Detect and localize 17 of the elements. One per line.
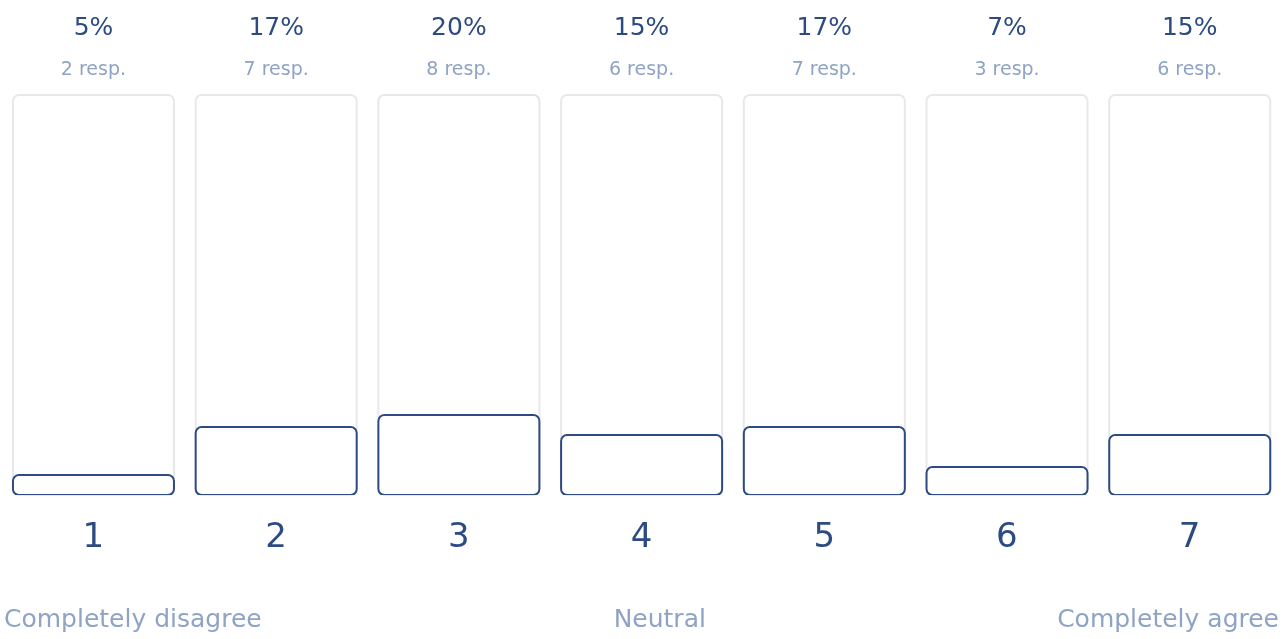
data-label: 15% 6 resp.	[609, 12, 675, 79]
text: Completely disagree	[4, 604, 262, 633]
data-label: 17% 7 resp.	[791, 12, 857, 79]
text: Neutral	[613, 604, 706, 633]
data-label: 7% 3 resp.	[974, 12, 1040, 79]
data-label: 17% 7 resp.	[243, 12, 309, 79]
x-tick-label: 7	[1178, 515, 1201, 556]
x-tick-label: 4	[630, 515, 653, 556]
data-label: 20% 8 resp.	[426, 12, 492, 79]
x-tick-label: 1	[82, 515, 105, 556]
text: Completely agree	[1057, 604, 1279, 633]
x-tick-label: 3	[447, 515, 470, 556]
x-tick-label: 6	[996, 515, 1018, 556]
x-tick-label: 2	[265, 515, 287, 556]
data-label: 15% 6 resp.	[1157, 12, 1223, 79]
data-label: 5% 2 resp.	[60, 12, 127, 79]
x-tick-label: 5	[813, 515, 836, 556]
